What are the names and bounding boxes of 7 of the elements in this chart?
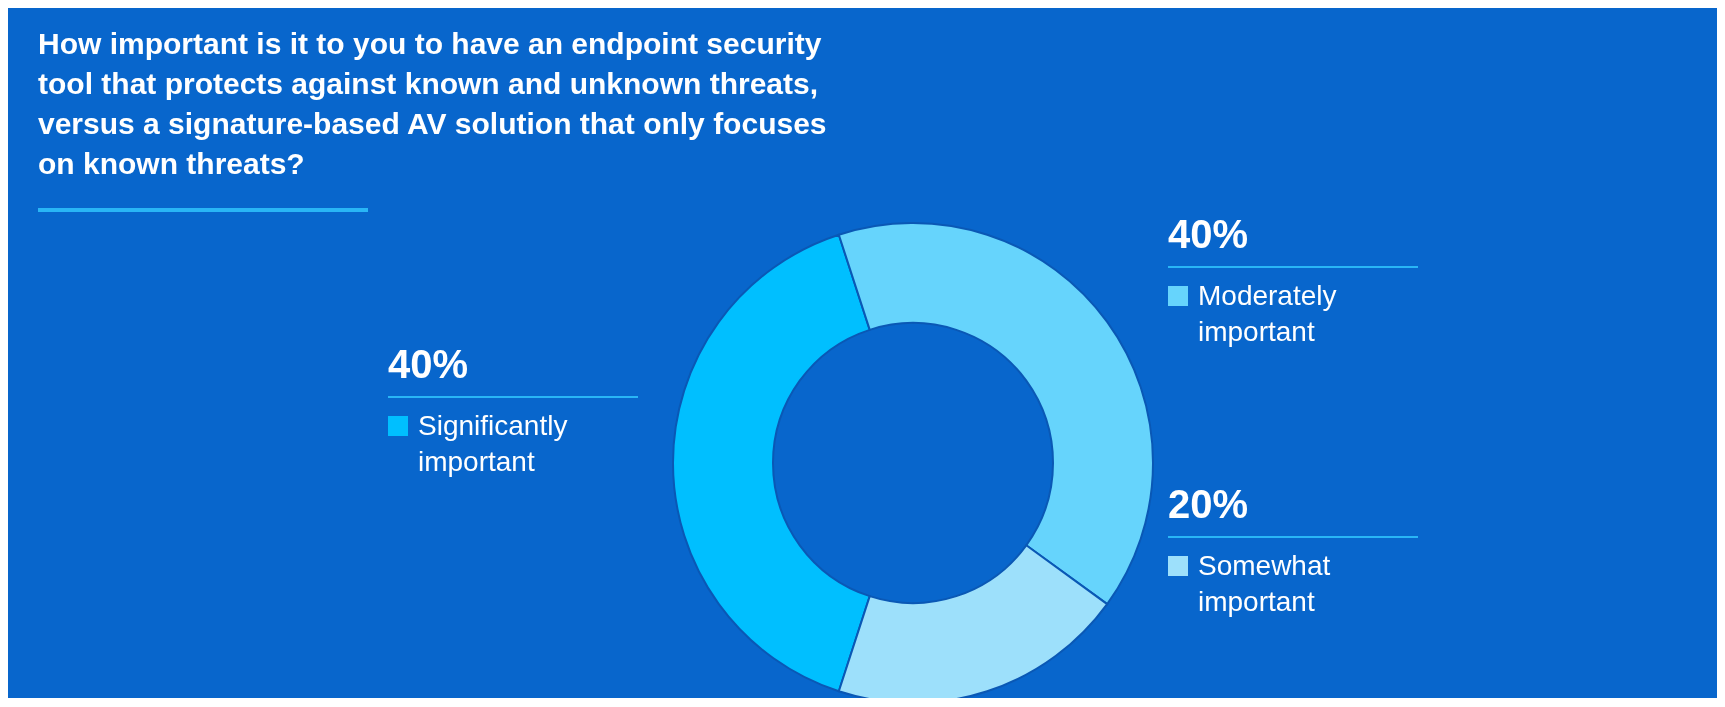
legend-label: Somewhat important	[1198, 549, 1332, 619]
legend-label: Significantly important	[418, 409, 569, 479]
legend-label: Moderately important	[1198, 279, 1338, 349]
data-label: 40%	[388, 341, 470, 388]
chart-title: How important is it to you to have an endpoint security tool that protects against known and unknown threats, versus a signature-based AV solution that only focuses on known threats?	[38, 26, 828, 182]
data-label: 20%	[1168, 481, 1250, 528]
data-label: 40%	[1168, 211, 1250, 258]
